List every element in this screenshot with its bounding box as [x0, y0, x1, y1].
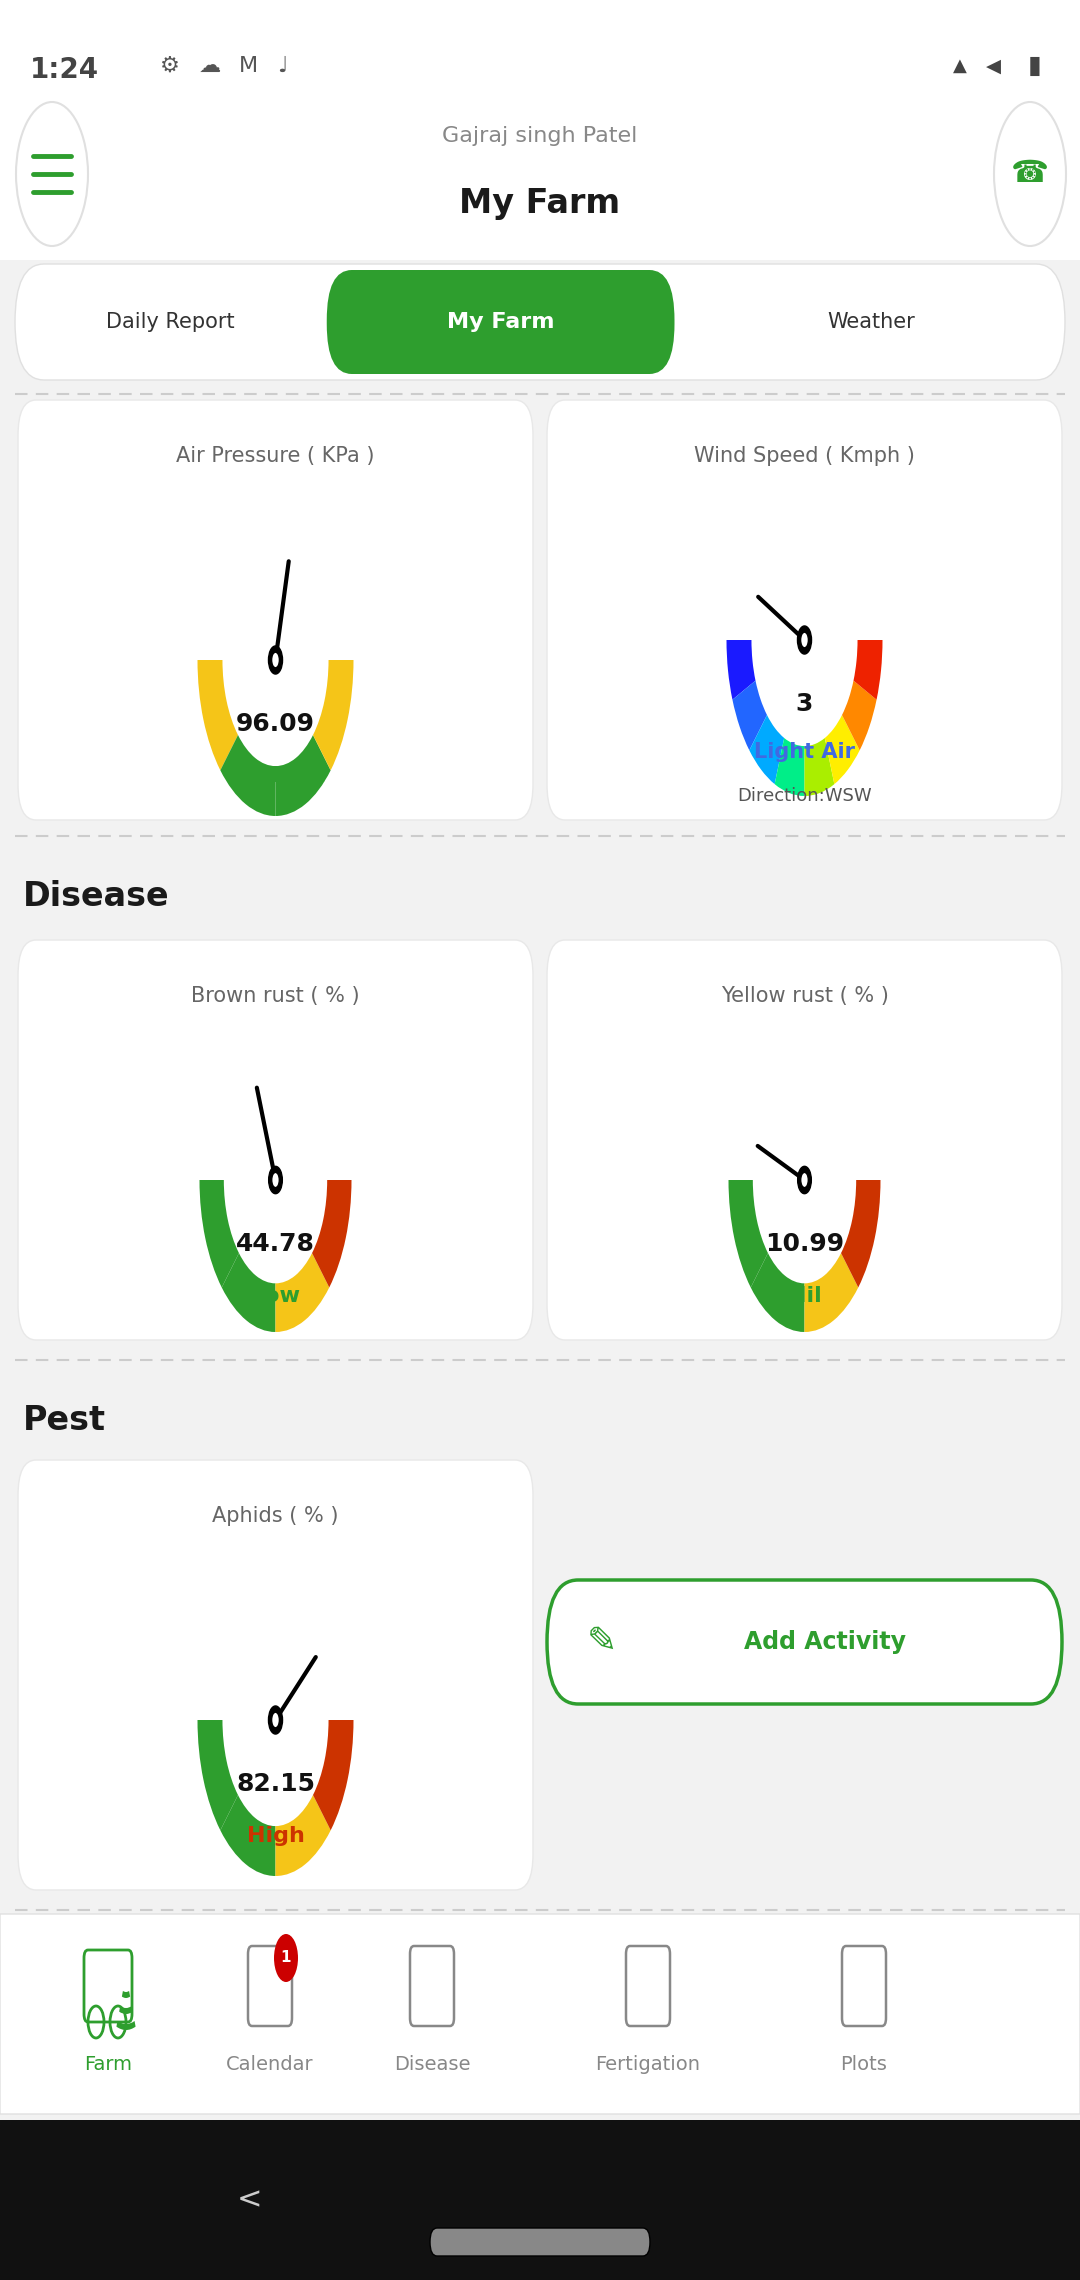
Circle shape	[271, 652, 280, 668]
Wedge shape	[221, 1254, 275, 1332]
FancyBboxPatch shape	[18, 399, 534, 821]
Text: Nil: Nil	[787, 1286, 822, 1306]
Text: Fertigation: Fertigation	[595, 2054, 701, 2073]
Wedge shape	[842, 682, 877, 750]
Wedge shape	[841, 1181, 880, 1288]
FancyBboxPatch shape	[15, 264, 1065, 381]
Wedge shape	[805, 739, 835, 796]
FancyBboxPatch shape	[18, 1459, 534, 1890]
Text: Weather: Weather	[827, 312, 915, 333]
Text: ♩: ♩	[276, 57, 287, 75]
Text: Yellow rust ( % ): Yellow rust ( % )	[720, 985, 889, 1005]
Text: 1:24: 1:24	[30, 57, 99, 84]
Wedge shape	[275, 1794, 330, 1876]
Text: Aphids ( % ): Aphids ( % )	[213, 1507, 339, 1525]
FancyBboxPatch shape	[430, 2228, 650, 2255]
Text: Air Pressure ( KPa ): Air Pressure ( KPa )	[176, 447, 375, 465]
Wedge shape	[220, 734, 275, 816]
Text: 96.09: 96.09	[237, 711, 315, 736]
FancyBboxPatch shape	[546, 939, 1062, 1341]
FancyBboxPatch shape	[0, 0, 1080, 260]
Text: Pest: Pest	[23, 1404, 106, 1436]
Wedge shape	[853, 641, 882, 700]
Circle shape	[269, 645, 283, 675]
Wedge shape	[275, 1254, 329, 1332]
Text: Low: Low	[251, 1286, 300, 1306]
Text: Light Air: Light Air	[754, 741, 855, 762]
Text: 1: 1	[281, 1949, 292, 1965]
FancyBboxPatch shape	[0, 1913, 1080, 2114]
FancyBboxPatch shape	[546, 399, 1062, 821]
Text: ◀: ◀	[986, 57, 1000, 75]
Wedge shape	[727, 641, 756, 700]
Text: Direction:WSW: Direction:WSW	[738, 787, 872, 805]
Wedge shape	[275, 734, 330, 816]
Circle shape	[800, 632, 809, 648]
Circle shape	[269, 1167, 282, 1195]
Wedge shape	[119, 2006, 133, 2013]
FancyBboxPatch shape	[327, 269, 675, 374]
Text: 82.15: 82.15	[237, 1772, 315, 1797]
Circle shape	[798, 1167, 811, 1195]
Circle shape	[800, 1172, 808, 1188]
Wedge shape	[122, 1990, 130, 1997]
Circle shape	[272, 1172, 280, 1188]
Wedge shape	[117, 2020, 136, 2029]
Circle shape	[16, 103, 87, 246]
Wedge shape	[313, 1719, 353, 1831]
Circle shape	[269, 1705, 283, 1735]
Text: Disease: Disease	[23, 880, 170, 912]
Wedge shape	[751, 1254, 805, 1332]
Text: ☎: ☎	[1011, 160, 1049, 189]
Wedge shape	[198, 1719, 238, 1831]
Wedge shape	[732, 682, 767, 750]
Text: ▲: ▲	[953, 57, 967, 75]
Text: My Farm: My Farm	[447, 312, 554, 333]
Text: ☁: ☁	[199, 57, 221, 75]
Wedge shape	[312, 1181, 351, 1288]
Text: Disease: Disease	[394, 2054, 470, 2073]
Text: Medium: Medium	[226, 766, 325, 787]
FancyBboxPatch shape	[18, 939, 534, 1341]
Text: Daily Report: Daily Report	[106, 312, 234, 333]
Text: ▮: ▮	[1028, 55, 1042, 78]
Wedge shape	[825, 716, 860, 784]
Wedge shape	[200, 1181, 239, 1288]
Text: ⚙: ⚙	[160, 57, 180, 75]
Text: Gajraj singh Patel: Gajraj singh Patel	[443, 125, 637, 146]
Text: 3: 3	[796, 693, 813, 716]
Text: 44.78: 44.78	[237, 1231, 315, 1256]
FancyBboxPatch shape	[546, 1580, 1062, 1703]
Text: Farm: Farm	[84, 2054, 132, 2073]
Text: M: M	[239, 57, 257, 75]
Circle shape	[797, 627, 811, 654]
Text: Calendar: Calendar	[226, 2054, 314, 2073]
Text: <: <	[238, 2187, 262, 2214]
Text: 10.99: 10.99	[765, 1231, 845, 1256]
Text: High: High	[246, 1826, 305, 1847]
Wedge shape	[729, 1181, 768, 1288]
Circle shape	[274, 1933, 298, 1981]
Text: ✎: ✎	[586, 1626, 617, 1660]
Wedge shape	[750, 716, 784, 784]
Text: Brown rust ( % ): Brown rust ( % )	[191, 985, 360, 1005]
Bar	[0, 2120, 1080, 2280]
Circle shape	[994, 103, 1066, 246]
Wedge shape	[198, 659, 238, 771]
Wedge shape	[805, 1254, 859, 1332]
Wedge shape	[774, 739, 805, 796]
Text: Plots: Plots	[840, 2054, 888, 2073]
Wedge shape	[313, 659, 353, 771]
Text: Wind Speed ( Kmph ): Wind Speed ( Kmph )	[694, 447, 915, 465]
Text: My Farm: My Farm	[459, 187, 621, 221]
Wedge shape	[220, 1794, 275, 1876]
Circle shape	[271, 1712, 280, 1728]
Text: Add Activity: Add Activity	[743, 1630, 905, 1653]
